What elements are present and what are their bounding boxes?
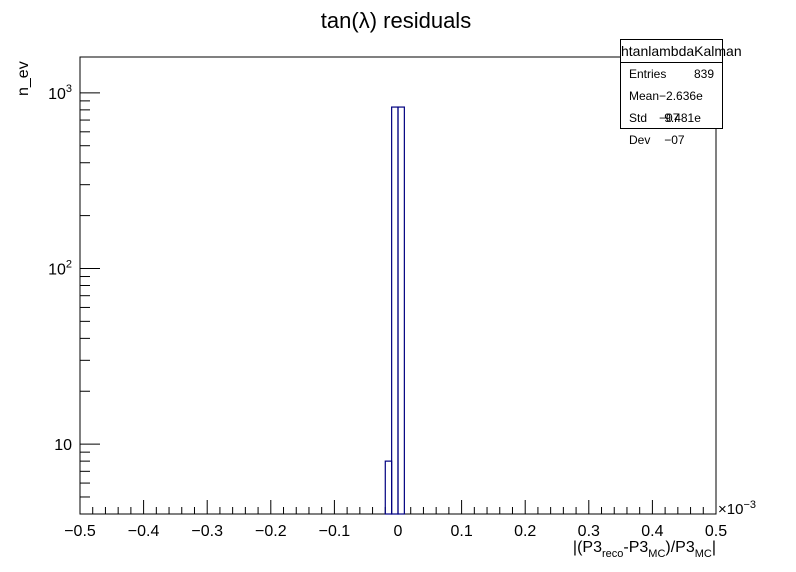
stats-label: Entries — [629, 67, 667, 81]
stats-label: Std Dev — [629, 111, 651, 147]
x-tick-label: −0.2 — [255, 523, 287, 540]
x-axis-multiplier-exponent: −3 — [743, 499, 756, 511]
x-axis-tick-labels: −0.5 −0.4 −0.3 −0.2 −0.1 0 0.1 0.2 0.3 0.4 0.5 — [64, 523, 727, 540]
x-axis-multiplier: ×10−3 — [718, 499, 756, 518]
x-axis-label: |(P3reco-P3MC)/P3MC| — [573, 539, 716, 560]
histogram-bins — [384, 106, 405, 515]
x-tick-label: −0.5 — [64, 523, 96, 540]
stats-label: Mean — [629, 89, 660, 103]
x-tick-label: 0.5 — [705, 523, 727, 540]
stats-histogram-name: htanlambdaKalman — [621, 40, 742, 63]
histogram-bin — [397, 106, 405, 515]
stats-row-entries: Entries 839 — [621, 63, 722, 85]
x-axis-ticks — [79, 500, 717, 514]
x-tick-label: 0.1 — [450, 523, 472, 540]
stats-value: 839 — [693, 67, 714, 81]
stats-row-mean: Mean −2.636e −07 — [621, 85, 722, 125]
chart-title: tan(λ) residuals — [321, 8, 471, 33]
y-axis-tick-labels: 10 102 103 — [48, 83, 72, 454]
histogram-bin — [391, 106, 399, 515]
stats-value: 9.481e −07 — [664, 111, 701, 147]
x-tick-label: −0.3 — [191, 523, 223, 540]
stats-row-stddev: Std Dev 9.481e −07 — [621, 107, 722, 147]
y-tick-label: 10 — [54, 437, 72, 454]
x-tick-label: 0.3 — [578, 523, 600, 540]
y-tick-label: 102 — [48, 258, 72, 278]
x-tick-label: −0.1 — [319, 523, 351, 540]
histogram-bin — [384, 460, 393, 515]
y-axis-label: n_ev — [15, 61, 32, 96]
x-tick-label: 0.2 — [514, 523, 536, 540]
x-tick-label: −0.4 — [128, 523, 160, 540]
x-tick-label: 0 — [394, 523, 403, 540]
stats-box: htanlambdaKalman Entries 839 Mean −2.636… — [620, 39, 742, 147]
y-tick-label: 103 — [48, 83, 72, 103]
y-axis-ticks — [80, 92, 100, 515]
stats-value: −2.636e −07 — [659, 89, 703, 125]
x-tick-label: 0.4 — [641, 523, 663, 540]
